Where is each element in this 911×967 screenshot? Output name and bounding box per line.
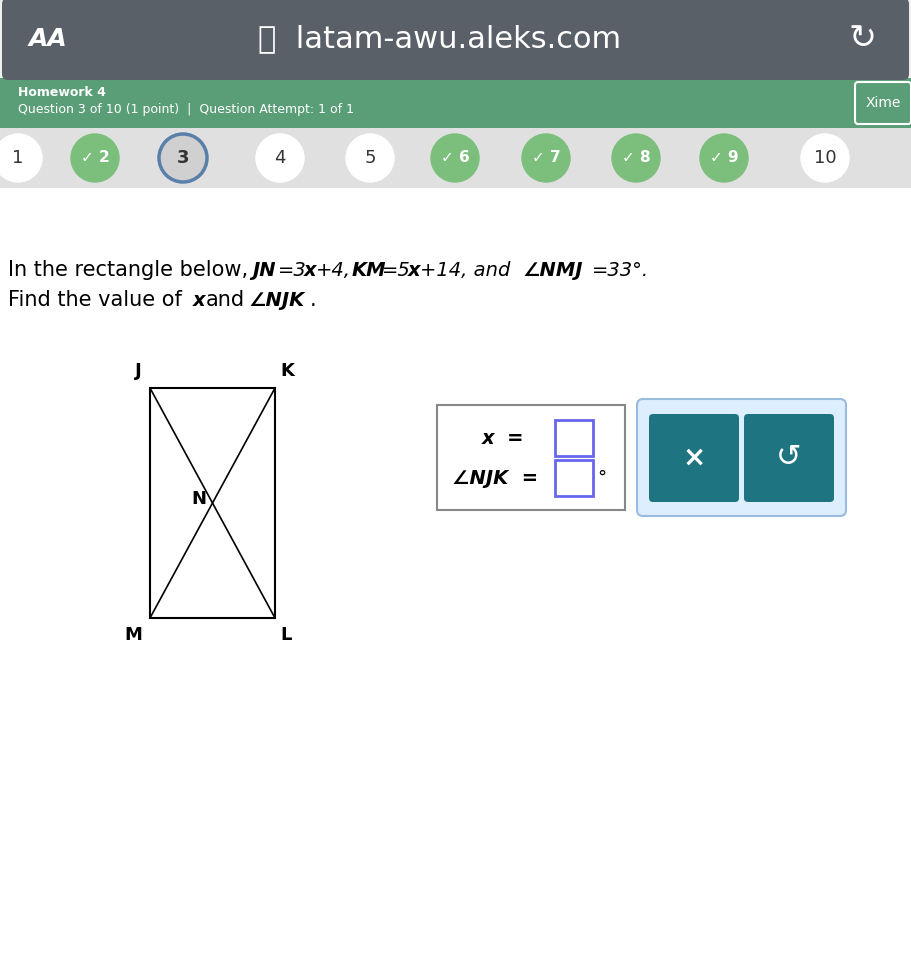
- Text: 5: 5: [364, 149, 375, 167]
- Text: and: and: [206, 290, 245, 310]
- Text: 3: 3: [177, 149, 189, 167]
- Circle shape: [612, 134, 660, 182]
- Text: ✓ 7: ✓ 7: [532, 151, 560, 165]
- Bar: [0, 188, 911, 967]
- Text: =33°.: =33°.: [592, 260, 650, 279]
- Text: x  =: x =: [482, 428, 525, 448]
- Text: .: .: [310, 290, 317, 310]
- Text: x: x: [193, 290, 206, 309]
- Text: 4: 4: [274, 149, 286, 167]
- Text: +14, and: +14, and: [420, 260, 510, 279]
- Circle shape: [700, 134, 748, 182]
- Text: x: x: [304, 260, 317, 279]
- Text: ∠NJK  =: ∠NJK =: [452, 468, 538, 487]
- Text: =3: =3: [278, 260, 307, 279]
- FancyBboxPatch shape: [744, 414, 834, 502]
- Bar: [0, 128, 911, 188]
- Text: L: L: [280, 626, 292, 644]
- Bar: [555, 420, 593, 456]
- Text: 10: 10: [814, 149, 836, 167]
- Text: KM: KM: [352, 260, 386, 279]
- Circle shape: [0, 134, 42, 182]
- Text: JN: JN: [252, 260, 276, 279]
- Bar: [150, 388, 275, 618]
- Circle shape: [431, 134, 479, 182]
- Circle shape: [522, 134, 570, 182]
- Text: Find the value of: Find the value of: [8, 290, 182, 310]
- FancyBboxPatch shape: [637, 399, 846, 516]
- Text: ↻: ↻: [848, 22, 876, 55]
- Text: ✓ 6: ✓ 6: [441, 151, 469, 165]
- Text: ∠NJK: ∠NJK: [248, 290, 304, 309]
- Circle shape: [801, 134, 849, 182]
- Text: 1: 1: [13, 149, 24, 167]
- FancyBboxPatch shape: [855, 82, 911, 124]
- Text: Homework 4: Homework 4: [18, 85, 106, 99]
- Bar: [0, 78, 911, 128]
- Text: 🔒  latam-awu.aleks.com: 🔒 latam-awu.aleks.com: [259, 24, 621, 53]
- Text: Xime: Xime: [865, 96, 901, 110]
- Text: In the rectangle below,: In the rectangle below,: [8, 260, 248, 280]
- Bar: [150, 388, 275, 618]
- Text: °: °: [597, 469, 606, 487]
- FancyBboxPatch shape: [2, 0, 909, 80]
- Bar: [555, 460, 593, 496]
- Text: N: N: [191, 490, 206, 508]
- Text: ↺: ↺: [776, 444, 802, 473]
- Text: J: J: [135, 362, 142, 380]
- Text: +4,: +4,: [316, 260, 351, 279]
- Bar: [437, 405, 625, 510]
- Text: Question 3 of 10 (1 point)  |  Question Attempt: 1 of 1: Question 3 of 10 (1 point) | Question At…: [18, 103, 354, 116]
- FancyBboxPatch shape: [649, 414, 739, 502]
- Text: x: x: [408, 260, 421, 279]
- Text: M: M: [124, 626, 142, 644]
- Circle shape: [346, 134, 394, 182]
- Text: ✓ 8: ✓ 8: [621, 151, 650, 165]
- Text: =5: =5: [382, 260, 411, 279]
- Circle shape: [159, 134, 207, 182]
- Circle shape: [71, 134, 119, 182]
- Text: ✓ 2: ✓ 2: [81, 151, 109, 165]
- Circle shape: [256, 134, 304, 182]
- Text: ✓ 9: ✓ 9: [710, 151, 738, 165]
- Text: AA: AA: [28, 27, 67, 51]
- Text: ∠NMJ: ∠NMJ: [522, 260, 582, 279]
- Text: K: K: [280, 362, 294, 380]
- Text: ×: ×: [682, 444, 706, 472]
